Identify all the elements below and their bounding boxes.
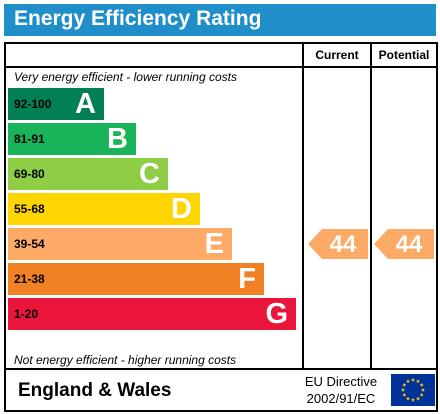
band-range: 21-38 xyxy=(14,272,45,286)
band-letter: B xyxy=(107,123,128,155)
footer-country: England & Wales xyxy=(18,380,172,401)
band-letter: E xyxy=(204,228,224,260)
band-letter: C xyxy=(139,158,160,190)
band-letter: G xyxy=(265,298,288,330)
band-a: 92-100 A xyxy=(8,88,104,120)
eu-flag-icon xyxy=(391,374,435,406)
band-range: 39-54 xyxy=(14,237,45,251)
band-c: 69-80 C xyxy=(8,158,168,190)
band-b: 81-91 B xyxy=(8,123,136,155)
directive-line-1: EU Directive xyxy=(304,374,378,389)
band-f: 21-38 F xyxy=(8,263,264,295)
divider-current xyxy=(302,44,304,368)
note-efficient: Very energy efficient - lower running co… xyxy=(14,70,237,84)
current-rating-arrow: 44 xyxy=(308,229,368,259)
band-letter: A xyxy=(75,88,96,120)
rating-table: Current Potential Very energy efficient … xyxy=(4,42,438,412)
divider-potential xyxy=(370,44,372,368)
column-header-potential: Potential xyxy=(378,48,430,62)
band-letter: D xyxy=(171,193,192,225)
footer-directive: EU Directive 2002/91/EC xyxy=(295,373,387,407)
footer-divider xyxy=(6,368,436,370)
band-d: 55-68 D xyxy=(8,193,200,225)
potential-rating-arrow: 44 xyxy=(374,229,434,259)
band-range: 55-68 xyxy=(14,202,45,216)
band-g: 1-20 G xyxy=(8,298,296,330)
band-range: 69-80 xyxy=(14,167,45,181)
header-divider xyxy=(304,66,436,68)
header-divider-left xyxy=(6,66,302,68)
current-rating-value: 44 xyxy=(329,231,357,258)
band-e: 39-54 E xyxy=(8,228,232,260)
column-header-current: Current xyxy=(315,48,359,62)
band-range: 81-91 xyxy=(14,132,45,146)
band-letter: F xyxy=(238,263,256,295)
directive-line-2: 2002/91/EC xyxy=(306,391,376,406)
band-range: 1-20 xyxy=(14,307,39,321)
note-inefficient: Not energy efficient - higher running co… xyxy=(14,353,237,367)
band-range: 92-100 xyxy=(14,97,52,111)
title-bar: Energy Efficiency Rating xyxy=(4,4,436,36)
potential-rating-value: 44 xyxy=(395,231,423,258)
page-title: Energy Efficiency Rating xyxy=(14,7,262,30)
